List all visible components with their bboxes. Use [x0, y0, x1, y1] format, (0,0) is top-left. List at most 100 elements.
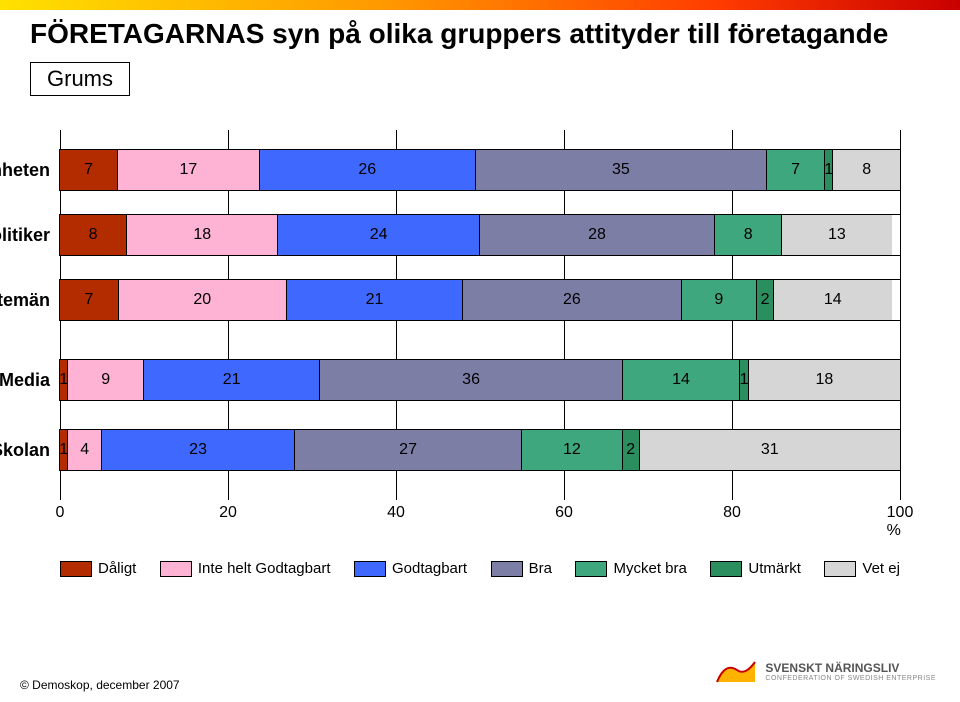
- legend-swatch: [491, 561, 523, 577]
- segment-value: 1: [60, 441, 68, 459]
- legend-item: Dåligt: [60, 560, 136, 577]
- bar-segment: 14: [774, 280, 892, 320]
- bar-segment: 2: [757, 280, 774, 320]
- segment-value: 28: [588, 226, 606, 244]
- bar-segment: 7: [60, 280, 119, 320]
- row-label: Kommunala tjänstemän: [0, 280, 50, 320]
- bar-segment: 4: [68, 430, 102, 470]
- bar-segment: 36: [320, 360, 622, 400]
- segment-value: 27: [399, 441, 417, 459]
- x-tick-label: 40: [387, 504, 405, 522]
- segment-value: 26: [358, 161, 376, 179]
- bar-segment: 1: [825, 150, 833, 190]
- stacked-bar: 1 9 21 36 14 1 18: [60, 360, 900, 400]
- segment-value: 1: [740, 371, 748, 389]
- legend-swatch: [60, 561, 92, 577]
- legend-swatch: [160, 561, 192, 577]
- segment-value: 2: [626, 441, 635, 459]
- bar-segment: 26: [463, 280, 681, 320]
- row-label: Skolan: [0, 430, 50, 470]
- legend-swatch: [354, 561, 386, 577]
- stacked-bar: 14 23 27 12 2 31: [60, 430, 900, 470]
- legend-label: Vet ej: [862, 560, 900, 577]
- x-tick-label: 60: [555, 504, 573, 522]
- x-axis: 020406080100 %: [60, 504, 900, 524]
- footer-copyright: © Demoskop, december 2007: [20, 678, 180, 692]
- chart-row: Kommunalpolitiker8182428813: [60, 215, 900, 255]
- segment-value: 31: [761, 441, 779, 459]
- legend-swatch: [710, 561, 742, 577]
- segment-value: 8: [89, 226, 98, 244]
- legend-item: Mycket bra: [575, 560, 686, 577]
- bar-segment: 20: [119, 280, 287, 320]
- segment-value: 4: [80, 441, 89, 459]
- x-tick-label: 100 %: [887, 504, 914, 540]
- legend-label: Utmärkt: [748, 560, 801, 577]
- bar-segment: 18: [749, 360, 900, 400]
- stacked-bar: 7 17 26 35 7 1 8: [60, 150, 900, 190]
- segment-value: 36: [462, 371, 480, 389]
- stacked-bar: 8182428813: [60, 215, 900, 255]
- segment-value: 7: [84, 161, 93, 179]
- bar-segment: 9: [68, 360, 144, 400]
- segment-value: 21: [366, 291, 384, 309]
- bar-segment: 1: [60, 360, 68, 400]
- logo-subtext: CONFEDERATION OF SWEDISH ENTERPRISE: [765, 675, 936, 682]
- bar-segment: 14: [623, 360, 741, 400]
- bar-segment: 9: [682, 280, 758, 320]
- logo-text: SVENSKT NÄRINGSLIV: [765, 662, 936, 675]
- bar-segment: 28: [480, 215, 715, 255]
- legend-item: Bra: [491, 560, 552, 577]
- chart-row: Skolan14232712231: [60, 430, 900, 470]
- bar-segment: 8: [60, 215, 127, 255]
- segment-value: 8: [862, 161, 871, 179]
- grid-line: [900, 130, 901, 500]
- logo: SVENSKT NÄRINGSLIV CONFEDERATION OF SWED…: [715, 658, 936, 686]
- legend-swatch: [824, 561, 856, 577]
- x-tick-label: 0: [56, 504, 65, 522]
- segment-value: 12: [563, 441, 581, 459]
- segment-value: 17: [180, 161, 198, 179]
- segment-value: 1: [825, 161, 833, 179]
- legend-item: Vet ej: [824, 560, 900, 577]
- row-label: Kommunalpolitiker: [0, 215, 50, 255]
- bar-segment: 8: [833, 150, 900, 190]
- segment-value: 21: [223, 371, 241, 389]
- bar-segment: 26: [260, 150, 476, 190]
- plot-area: Allmänheten7172635718Kommunalpolitiker81…: [60, 130, 900, 500]
- bar-segment: 35: [476, 150, 767, 190]
- segment-value: 9: [101, 371, 110, 389]
- segment-value: 14: [824, 291, 842, 309]
- segment-value: 7: [791, 161, 800, 179]
- segment-value: 18: [193, 226, 211, 244]
- bar-segment: 18: [127, 215, 278, 255]
- legend-item: Godtagbart: [354, 560, 467, 577]
- legend-label: Mycket bra: [613, 560, 686, 577]
- legend-item: Utmärkt: [710, 560, 801, 577]
- legend-item: Inte helt Godtagbart: [160, 560, 331, 577]
- legend-label: Dåligt: [98, 560, 136, 577]
- segment-value: 14: [672, 371, 690, 389]
- row-label: Allmänheten: [0, 150, 50, 190]
- bar-segment: 17: [118, 150, 259, 190]
- segment-value: 26: [563, 291, 581, 309]
- region-tag: Grums: [30, 62, 130, 96]
- bar-segment: 21: [287, 280, 463, 320]
- chart-row: Kommunala tjänstemän72021269214: [60, 280, 900, 320]
- segment-value: 20: [193, 291, 211, 309]
- segment-value: 1: [60, 371, 68, 389]
- logo-icon: [715, 658, 757, 686]
- segment-value: 35: [612, 161, 630, 179]
- segment-value: 18: [815, 371, 833, 389]
- legend-label: Godtagbart: [392, 560, 467, 577]
- chart-area: Allmänheten7172635718Kommunalpolitiker81…: [60, 130, 900, 500]
- chart-row: Media19213614118: [60, 360, 900, 400]
- segment-value: 23: [189, 441, 207, 459]
- bar-segment: 23: [102, 430, 295, 470]
- bar-segment: 7: [767, 150, 825, 190]
- legend-label: Bra: [529, 560, 552, 577]
- bar-segment: 2: [623, 430, 640, 470]
- segment-value: 8: [744, 226, 753, 244]
- legend: Dåligt Inte helt Godtagbart Godtagbart Bra M…: [60, 560, 900, 577]
- x-tick-label: 20: [219, 504, 237, 522]
